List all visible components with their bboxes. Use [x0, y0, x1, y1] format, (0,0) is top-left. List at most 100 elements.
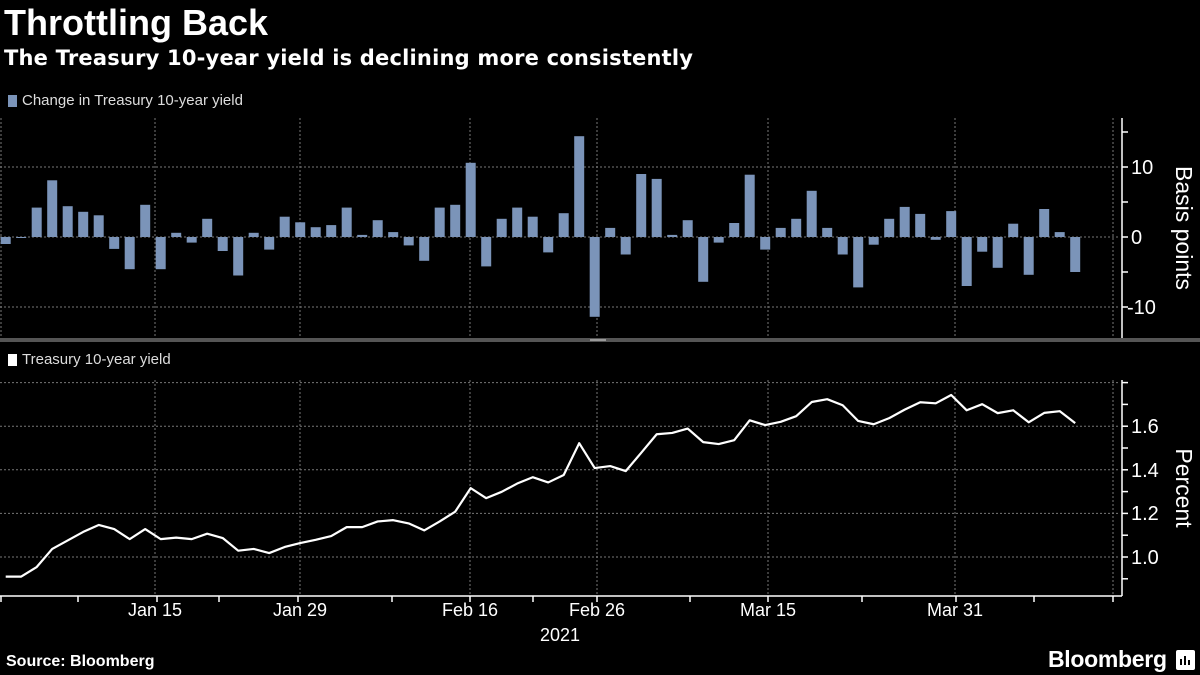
top-y-tick-label: 10	[1131, 157, 1153, 179]
bar-legend-label: Change in Treasury 10-year yield	[22, 92, 243, 109]
bar	[496, 218, 507, 237]
bar	[279, 216, 290, 237]
top-y-tick-label: 0	[1131, 227, 1142, 249]
bar	[915, 213, 926, 237]
bar	[961, 237, 972, 286]
top-y-tick-label: -10	[1127, 297, 1156, 319]
bar	[775, 227, 786, 237]
yield-line	[5, 393, 1076, 578]
bar	[744, 174, 755, 237]
line-series	[5, 393, 1076, 578]
bar	[140, 204, 151, 237]
x-tick-label: Feb 26	[569, 600, 625, 620]
bar	[388, 232, 399, 237]
bar	[574, 136, 585, 237]
bar	[186, 237, 197, 243]
bar	[837, 237, 848, 255]
bar	[899, 206, 910, 237]
bottom-y-tick-label: 1.0	[1131, 547, 1159, 569]
bar	[419, 237, 430, 261]
bar	[512, 207, 523, 237]
bar-legend: Change in Treasury 10-year yield	[8, 92, 243, 109]
bar	[822, 227, 833, 237]
bar	[558, 213, 569, 237]
bar	[47, 180, 58, 237]
bottom-y-axis-title: Percent	[1171, 448, 1197, 528]
bar	[62, 206, 73, 237]
bar	[1023, 237, 1034, 275]
bar	[698, 237, 709, 282]
bar	[93, 215, 104, 237]
bar	[202, 218, 213, 237]
bar	[481, 237, 492, 267]
bar	[1054, 232, 1065, 237]
bar	[264, 237, 275, 250]
bar	[341, 207, 352, 237]
bar	[248, 232, 259, 237]
bar	[357, 234, 368, 237]
line-legend-label: Treasury 10-year yield	[22, 351, 171, 368]
bar	[434, 207, 445, 237]
grid-lines	[0, 118, 1120, 595]
bar	[1008, 223, 1019, 237]
bar	[791, 218, 802, 237]
panel-resize-handle	[590, 339, 606, 341]
bar	[0, 237, 11, 244]
bar	[543, 237, 554, 253]
bar	[450, 204, 461, 237]
chart-subtitle: The Treasury 10-year yield is declining …	[4, 46, 694, 70]
bar	[977, 237, 988, 252]
bar	[884, 218, 895, 237]
bar	[868, 237, 879, 245]
bar	[295, 222, 306, 237]
bottom-y-tick-label: 1.4	[1131, 460, 1159, 482]
axes	[0, 118, 1200, 602]
line-legend-swatch	[8, 353, 17, 366]
bar	[620, 237, 631, 255]
bottom-y-tick-label: 1.2	[1131, 503, 1159, 525]
x-tick-label: Mar 15	[740, 600, 796, 620]
bar	[31, 207, 42, 237]
x-year-label: 2021	[540, 625, 580, 645]
bar	[109, 237, 120, 249]
bar	[605, 227, 616, 237]
bloomberg-logo: Bloomberg	[1048, 646, 1167, 672]
x-tick-label: Mar 31	[927, 600, 983, 620]
chart-title: Throttling Back	[4, 2, 269, 43]
bloomberg-chart-icon	[1176, 650, 1195, 670]
bar	[217, 237, 228, 251]
x-tick-label: Feb 16	[442, 600, 498, 620]
bar	[930, 237, 941, 240]
bar	[729, 223, 740, 237]
bar	[667, 234, 678, 237]
bar	[760, 237, 771, 250]
bar	[372, 220, 383, 237]
bar-legend-swatch	[8, 94, 17, 107]
bar	[16, 237, 27, 238]
bar	[527, 216, 538, 237]
bar	[155, 237, 166, 270]
x-tick-label: Jan 15	[128, 600, 182, 620]
bar	[713, 237, 724, 243]
bar	[1039, 209, 1050, 237]
bar	[589, 237, 600, 317]
x-tick-label: Jan 29	[273, 600, 327, 620]
bar	[806, 190, 817, 237]
bar	[326, 225, 337, 237]
bar	[310, 227, 321, 237]
bar	[946, 211, 957, 237]
bar	[853, 237, 864, 288]
line-legend: Treasury 10-year yield	[8, 351, 171, 368]
bar	[78, 211, 89, 237]
bar	[465, 162, 476, 237]
bar	[124, 237, 135, 270]
bar	[233, 237, 244, 276]
bar	[403, 237, 414, 246]
bar	[682, 220, 693, 237]
bar-series	[0, 136, 1081, 317]
bar	[992, 237, 1003, 268]
source-note: Source: Bloomberg	[6, 653, 155, 670]
bar	[636, 174, 647, 237]
bar	[171, 232, 182, 237]
bottom-y-tick-label: 1.6	[1131, 416, 1159, 438]
